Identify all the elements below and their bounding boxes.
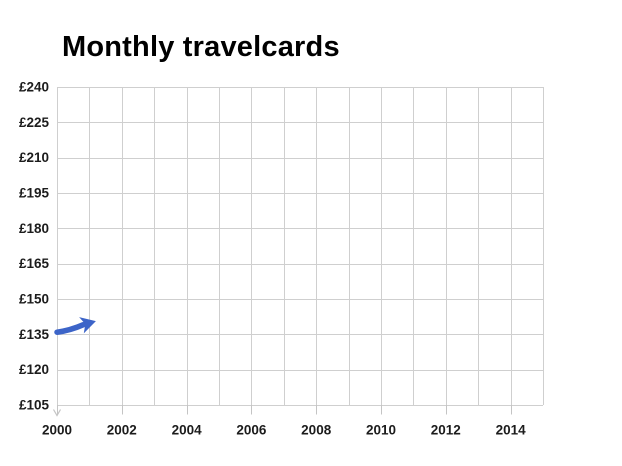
- y-tick-label: £180: [19, 221, 49, 236]
- y-tick-label: £120: [19, 362, 49, 377]
- x-tick-label: 2000: [42, 423, 72, 438]
- y-tick-label: £240: [19, 80, 49, 95]
- series-arrowhead-icon: [79, 317, 96, 334]
- y-tick-label: £165: [19, 256, 50, 271]
- x-tick-label: 2008: [301, 423, 332, 438]
- y-tick-label: £105: [19, 398, 50, 413]
- x-tick-label: 2014: [496, 423, 527, 438]
- x-tick-label: 2002: [107, 423, 137, 438]
- y-tick-label: £150: [19, 292, 49, 307]
- chart-title: Monthly travelcards: [62, 31, 340, 63]
- x-tick-label: 2006: [236, 423, 267, 438]
- x-tick-label: 2012: [431, 423, 461, 438]
- y-tick-label: £135: [19, 327, 50, 342]
- y-axis-end-arrow-icon: [52, 409, 62, 417]
- x-tick-label: 2010: [366, 423, 396, 438]
- y-tick-label: £210: [19, 150, 49, 165]
- series-line: [54, 321, 87, 335]
- x-tick-label: 2004: [172, 423, 203, 438]
- y-tick-label: £225: [19, 115, 50, 130]
- y-tick-label: £195: [19, 186, 50, 201]
